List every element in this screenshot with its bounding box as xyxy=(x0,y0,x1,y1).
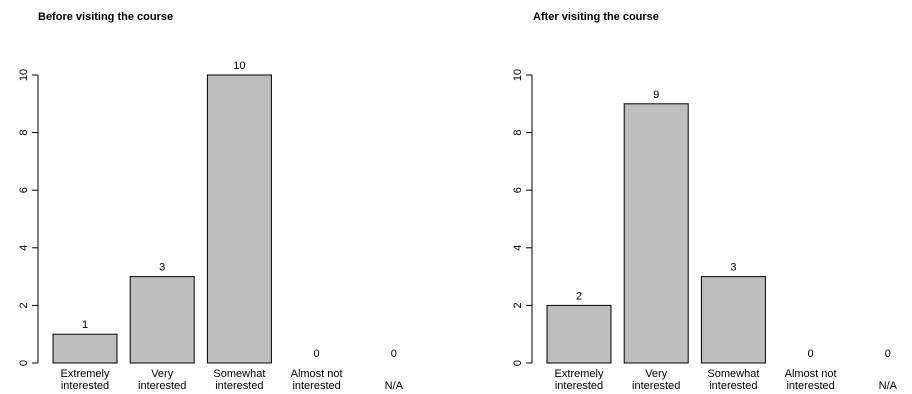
y-tick-label: 2 xyxy=(512,302,524,308)
y-tick-label: 4 xyxy=(512,245,524,251)
bar xyxy=(206,74,272,364)
chart-title: Before visiting the course xyxy=(38,11,173,23)
category-label: Extremely xyxy=(61,368,110,380)
y-tick-label: 2 xyxy=(18,302,30,308)
y-tick-label: 8 xyxy=(512,130,524,136)
bar xyxy=(129,276,195,364)
bar-value-label: 2 xyxy=(576,290,582,302)
y-tick-label: 0 xyxy=(18,360,30,366)
bar-value-label: 0 xyxy=(885,348,891,360)
chart-after: After visiting the course 0 2 4 6 8 10 2 Extreme… xyxy=(512,11,898,392)
bar xyxy=(546,304,612,364)
bar xyxy=(52,333,118,364)
category-label: Somewhat xyxy=(213,368,265,380)
category-label: Very xyxy=(151,368,174,380)
category-label: interested xyxy=(292,380,340,392)
category-label: Very xyxy=(645,368,668,380)
bar-value-label: 0 xyxy=(391,348,397,360)
bar-value-label: 3 xyxy=(730,262,736,274)
bar-value-label: 10 xyxy=(233,60,245,72)
category-label: Almost not xyxy=(291,368,343,380)
category-label: N/A xyxy=(879,380,898,392)
category-label: interested xyxy=(709,380,757,392)
bar xyxy=(700,276,766,364)
y-tick-label: 0 xyxy=(512,360,524,366)
chart-before: Before visiting the course 0 2 4 6 8 10 1 Extrem… xyxy=(18,11,404,392)
bar xyxy=(623,103,689,364)
category-label: Extremely xyxy=(555,368,604,380)
category-label: interested xyxy=(632,380,680,392)
y-tick-label: 10 xyxy=(512,69,524,81)
bar-value-label: 9 xyxy=(653,89,659,101)
bar-value-label: 0 xyxy=(808,348,814,360)
y-tick-label: 6 xyxy=(512,187,524,193)
category-label: interested xyxy=(61,380,109,392)
category-label: interested xyxy=(786,380,834,392)
bar-value-label: 3 xyxy=(159,262,165,274)
category-label: N/A xyxy=(385,380,404,392)
y-tick-label: 8 xyxy=(18,130,30,136)
y-tick-label: 10 xyxy=(18,69,30,81)
y-tick-label: 4 xyxy=(18,245,30,251)
category-label: Somewhat xyxy=(707,368,759,380)
y-tick-label: 6 xyxy=(18,187,30,193)
chart-title: After visiting the course xyxy=(533,11,659,23)
category-label: interested xyxy=(138,380,186,392)
bar-value-label: 0 xyxy=(314,348,320,360)
bar-value-label: 1 xyxy=(82,319,88,331)
category-label: interested xyxy=(555,380,603,392)
category-label: Almost not xyxy=(785,368,837,380)
category-label: interested xyxy=(215,380,263,392)
